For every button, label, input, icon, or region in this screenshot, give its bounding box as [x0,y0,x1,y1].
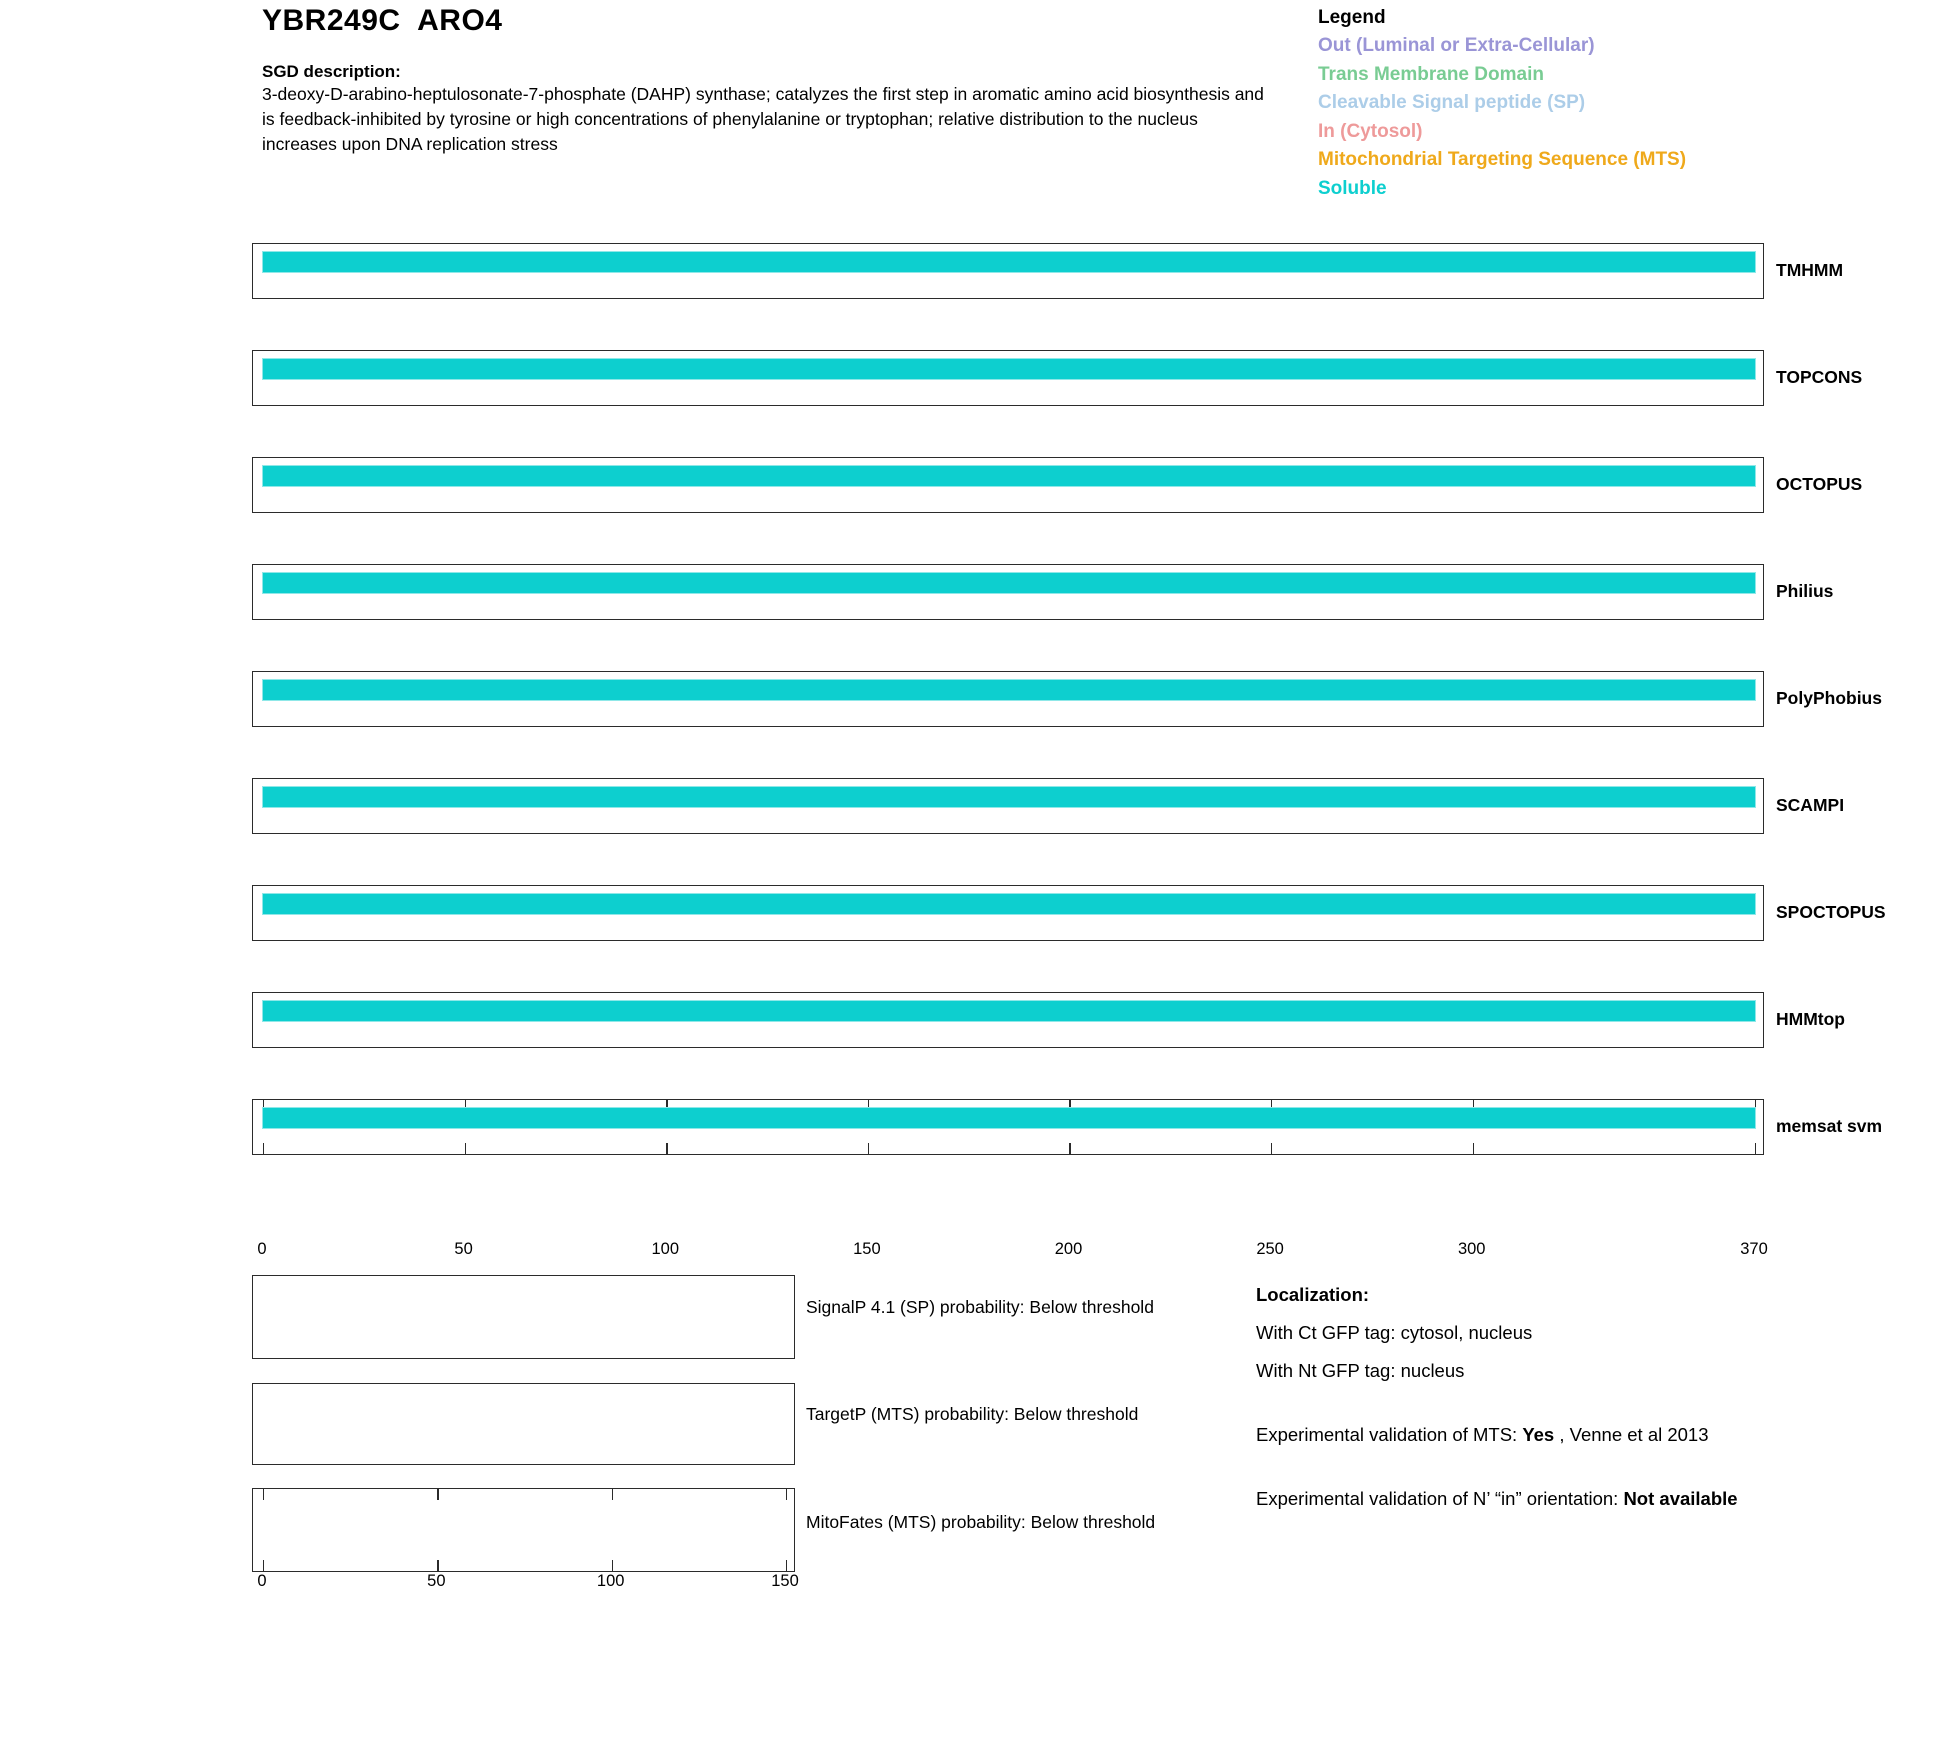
orientation-validation-row: Experimental validation of N’ “in” orien… [1256,1480,1916,1518]
axis-tick-mark [1271,1100,1273,1111]
axis-tick-label: 150 [853,1240,881,1258]
axis-tick-mark [263,1143,265,1154]
localization-title: Localization: [1256,1284,1370,1305]
legend-item-in: In (Cytosol) [1318,120,1423,142]
track-panel-tmhmm [252,243,1764,299]
probability-plot-targetp [252,1383,795,1465]
axis-tick-mark [1069,1100,1071,1111]
track-label-topcons: TOPCONS [1776,367,1863,387]
axis-tick-mark [1755,1100,1757,1111]
axis-tick-mark [867,1100,870,1111]
localization-nt-tag: With Nt GFP tag: nucleus [1256,1360,1465,1381]
probability-label-signalp: SignalP 4.1 (SP) probability: Below thre… [806,1297,1154,1317]
axis-tick-mark [464,1100,466,1111]
legend-item-sp: Cleavable Signal peptide (SP) [1318,92,1586,113]
track-segment-soluble [262,893,1756,915]
mitofates-axis-tick-label: 0 [257,1572,267,1590]
axis-tick-label: 370 [1740,1240,1768,1258]
track-label-spoctopus: SPOCTOPUS [1776,902,1886,922]
axis-tick-mark [464,1143,466,1154]
page-title: YBR249C ARO4 [262,4,503,37]
track-label-tmhmm: TMHMM [1776,260,1844,280]
track-label-memsat-svm: memsat svm [1776,1116,1883,1136]
track-panel-spoctopus [252,885,1764,941]
track-panel-topcons [252,350,1764,406]
legend-item-tmd: Trans Membrane Domain [1318,63,1544,85]
track-segment-soluble [262,251,1756,273]
axis-tick-label: 300 [1457,1240,1486,1258]
track-segment-soluble [262,358,1756,380]
probability-label-mitofates: MitoFates (MTS) probability: Below thres… [806,1512,1156,1532]
mts-validation-prefix: Experimental validation of MTS: [1256,1424,1523,1445]
mts-validation-suffix: , Venne et al 2013 [1554,1424,1709,1445]
axis-tick-mark [1271,1143,1273,1154]
track-segment-soluble [262,465,1756,487]
probability-axis-tick-mark [263,1560,265,1571]
probability-plot-signalp [252,1275,795,1359]
track-label-hmmtop: HMMtop [1776,1009,1846,1029]
orientation-validation-prefix: Experimental validation of N’ “in” orien… [1256,1488,1624,1509]
mitofates-axis-tick-label: 150 [771,1572,799,1590]
track-panel-hmmtop [252,992,1764,1048]
legend-item-soluble: Soluble [1318,177,1387,199]
track-segment-soluble [262,679,1756,701]
axis-tick-mark [666,1100,668,1111]
track-label-scampi: SCAMPI [1776,795,1845,815]
probability-axis-tick-mark [437,1560,439,1571]
axis-tick-label: 0 [257,1240,267,1258]
legend: Legend Out (Luminal or Extra-Cellular) T… [1318,4,1938,203]
localization-block: Localization: With Ct GFP tag: cytosol, … [1256,1276,1916,1518]
protein-length-axis: 0 50 100 150 200 250 300 370 [252,1240,1767,1262]
track-segment-soluble [262,1000,1756,1022]
track-panel-octopus [252,457,1764,513]
axis-tick-label: 200 [1054,1240,1083,1258]
mitofates-axis-tick-label: 50 [427,1572,446,1590]
track-panel-philius [252,564,1764,620]
track-label-philius: Philius [1776,581,1834,601]
axis-tick-mark [1472,1100,1475,1111]
sgd-description-label: SGD description: [262,62,401,81]
probability-plot-mitofates [252,1488,795,1572]
axis-tick-mark [263,1100,265,1111]
localization-spacer-2 [1256,1454,1916,1480]
legend-item-mts: Mitochondrial Targeting Sequence (MTS) [1318,149,1687,170]
legend-item-out: Out (Luminal or Extra-Cellular) [1318,35,1595,56]
orientation-validation-value: Not available [1623,1488,1738,1509]
sgd-description-text: 3-deoxy-D-arabino-heptulosonate-7-phosph… [262,84,1264,154]
axis-tick-mark [1472,1143,1475,1154]
probability-axis-tick-mark [263,1489,265,1500]
mts-validation-value: Yes [1522,1424,1555,1445]
track-segment-soluble [262,1107,1756,1129]
probability-axis-tick-mark [611,1489,614,1500]
legend-title: Legend [1318,7,1386,28]
track-panel-scampi [252,778,1764,834]
track-segment-soluble [262,572,1756,594]
mitofates-axis-tick-label: 100 [596,1572,625,1590]
axis-tick-mark [1755,1143,1757,1154]
axis-tick-label: 100 [651,1240,679,1258]
track-label-polyphobius: PolyPhobius [1776,688,1882,708]
probability-axis-tick-mark [611,1560,614,1571]
axis-tick-mark [666,1143,668,1154]
track-label-octopus: OCTOPUS [1776,474,1863,494]
track-segment-soluble [262,786,1756,808]
mitofates-axis: 0 50 100 150 [252,1572,798,1594]
axis-tick-label: 250 [1256,1240,1284,1258]
axis-tick-mark [867,1143,870,1154]
axis-tick-label: 50 [454,1240,473,1258]
localization-spacer [1256,1390,1916,1416]
probability-axis-tick-mark [786,1489,788,1500]
track-panel-memsat-svm [252,1099,1764,1155]
mts-validation-row: Experimental validation of MTS: Yes , Ve… [1256,1416,1916,1454]
localization-ct-tag: With Ct GFP tag: cytosol, nucleus [1256,1322,1533,1343]
track-panel-polyphobius [252,671,1764,727]
probability-label-targetp: TargetP (MTS) probability: Below thresho… [806,1404,1139,1424]
probability-axis-tick-mark [786,1560,788,1571]
axis-tick-mark [1069,1143,1071,1154]
probability-axis-tick-mark [437,1489,439,1500]
